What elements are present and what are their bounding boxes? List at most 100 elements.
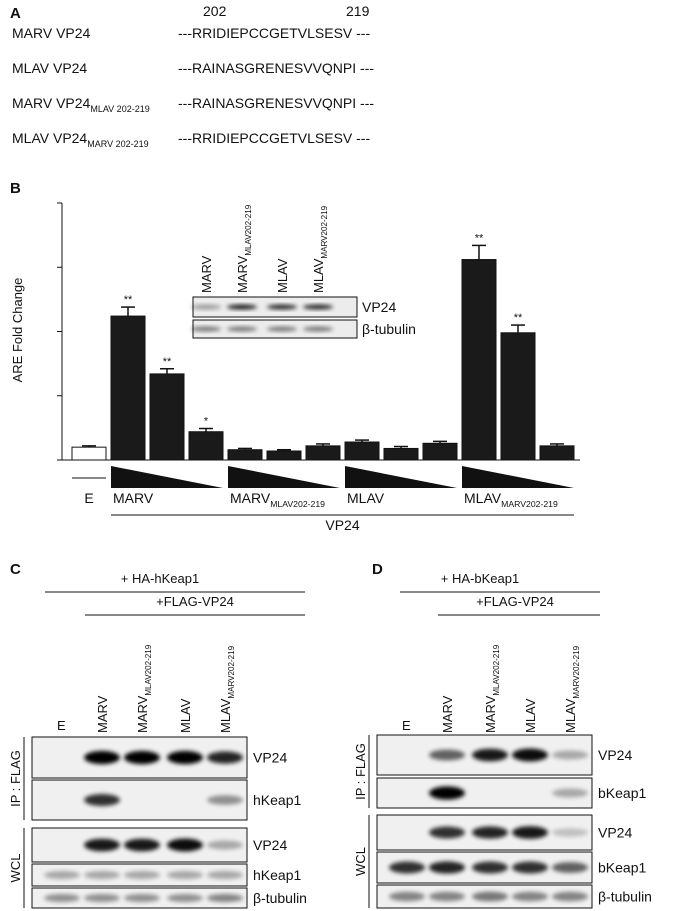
group-label-main: MARV (230, 490, 271, 506)
lane-label-sub: MLAV202-219 (492, 644, 501, 695)
lane-label: E (402, 718, 411, 733)
group-label-sub: MARV202-219 (501, 499, 558, 509)
blot-band (84, 894, 120, 902)
blot-band (191, 304, 221, 310)
construct-name: MLAV VP24 (12, 60, 87, 76)
blot-band (207, 840, 243, 850)
bar (344, 441, 380, 461)
sequence: ---RAINASGRENESVVQNPI --- (178, 60, 374, 76)
blot-band (552, 750, 588, 760)
bar (539, 445, 575, 461)
construct-name-main: MLAV VP24 (12, 130, 87, 146)
blot-band (44, 870, 80, 880)
significance: ** (475, 232, 484, 244)
bar (305, 445, 341, 461)
treatment: + HA-hKeap1 (121, 571, 199, 586)
blot-row-label: VP24 (598, 825, 632, 841)
blot-band (227, 304, 257, 310)
treatment: +FLAG-VP24 (476, 594, 554, 609)
bar (110, 315, 146, 461)
bar (266, 450, 302, 461)
blot-row-label: VP24 (253, 837, 287, 853)
blot-band (552, 891, 588, 902)
error-bar (82, 445, 96, 448)
significance: ** (163, 356, 172, 368)
error-bar (433, 440, 447, 444)
bar (422, 442, 458, 461)
blot-row-label: VP24 (598, 747, 632, 763)
blot-band (552, 828, 588, 837)
panel-label: C (10, 561, 21, 578)
lane-label: MARVMLAV202-219 (135, 644, 153, 733)
lane-label: MARVMLAV202-219 (483, 644, 501, 733)
blot-band (512, 748, 548, 762)
blot-row-label: bKeap1 (598, 860, 646, 876)
panel-label: B (10, 180, 21, 197)
sequence: ---RRIDIEPCCGETVLSESV --- (178, 25, 370, 41)
blot-band (267, 326, 297, 332)
blot-band (429, 786, 465, 800)
blot-band (167, 750, 203, 765)
blot-band (207, 795, 243, 805)
blot-band (84, 870, 120, 880)
construct-name: MLAV VP24MARV 202-219 (12, 130, 149, 149)
bar (227, 449, 263, 461)
lane-label-main: MLAV (563, 698, 578, 733)
group-label-sub: MLAV202-219 (270, 499, 325, 509)
lane-label: MARV (199, 255, 214, 293)
treatment: + HA-bKeap1 (441, 571, 519, 586)
blot-band (167, 894, 203, 902)
blot-band (124, 870, 160, 880)
error-bar (511, 324, 525, 333)
blot-band (124, 750, 160, 765)
panel-label: A (10, 5, 21, 22)
blot-row-label: VP24 (253, 750, 287, 766)
position: 219 (346, 3, 370, 19)
construct-name-main: MARV VP24 (12, 25, 91, 41)
construct-name-main: MARV VP24 (12, 95, 91, 111)
blot-band (207, 751, 243, 764)
blot-band (512, 891, 548, 902)
error-bar (550, 443, 564, 446)
blot-row-label: β-tubulin (598, 889, 652, 905)
blot-band (429, 826, 465, 839)
blot-band (429, 891, 465, 902)
blot-band (429, 749, 465, 761)
sequence: ---RRIDIEPCCGETVLSESV --- (178, 130, 370, 146)
bar (71, 446, 107, 461)
lane-label-sub: MLAV202-219 (244, 204, 253, 255)
blot-band (512, 826, 548, 839)
group-label-main: MLAV (464, 490, 502, 506)
blot-band (389, 891, 425, 902)
error-bar (121, 306, 135, 317)
blot-band (84, 838, 120, 852)
blot-band (227, 326, 257, 332)
blot-band (84, 794, 120, 806)
blot-band (472, 891, 508, 902)
lane-label-sub: MLAV202-219 (144, 644, 153, 695)
group-label: MARV (113, 490, 154, 506)
lane-label: MLAV (275, 258, 290, 293)
blot-band (167, 870, 203, 880)
group-label: MARVMLAV202-219 (230, 490, 325, 509)
error-bar (160, 368, 174, 374)
blot-band (429, 861, 465, 874)
bar (149, 373, 185, 461)
blot-band (84, 750, 120, 765)
lane-label: E (57, 718, 66, 733)
lane-label: MARV (95, 695, 110, 733)
dose-wedge (462, 466, 574, 488)
x-tick-label: E (84, 490, 93, 506)
side-label: IP : FLAG (353, 743, 368, 800)
blot-row-label: VP24 (362, 299, 396, 315)
blot-band (472, 826, 508, 839)
blot-band (512, 861, 548, 874)
lane-label: MLAVMARV202-219 (563, 645, 581, 733)
side-label: WCL (8, 854, 23, 883)
blot-band (472, 748, 508, 762)
lane-label-main: MARV (235, 255, 250, 293)
error-bar (199, 427, 213, 432)
blot-row-label: β-tubulin (253, 890, 307, 906)
construct-name-main: MLAV VP24 (12, 60, 87, 76)
